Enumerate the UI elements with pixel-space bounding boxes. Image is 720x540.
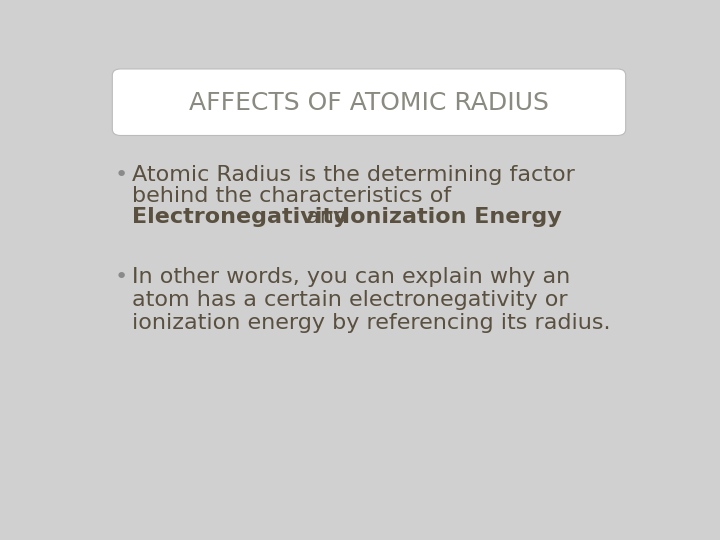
Text: behind the characteristics of: behind the characteristics of (132, 186, 451, 206)
Text: atom has a certain electronegativity or: atom has a certain electronegativity or (132, 290, 567, 310)
Text: Ionization Energy: Ionization Energy (342, 207, 562, 227)
Text: •: • (115, 267, 128, 287)
Text: Electronegativity: Electronegativity (132, 207, 347, 227)
Text: ionization energy by referencing its radius.: ionization energy by referencing its rad… (132, 313, 611, 333)
Text: and: and (299, 207, 355, 227)
FancyBboxPatch shape (112, 69, 626, 136)
Text: •: • (115, 165, 128, 185)
Text: .: . (513, 207, 520, 227)
Text: In other words, you can explain why an: In other words, you can explain why an (132, 267, 570, 287)
Text: Atomic Radius is the determining factor: Atomic Radius is the determining factor (132, 165, 575, 185)
Text: AFFECTS OF ATOMIC RADIUS: AFFECTS OF ATOMIC RADIUS (189, 91, 549, 115)
